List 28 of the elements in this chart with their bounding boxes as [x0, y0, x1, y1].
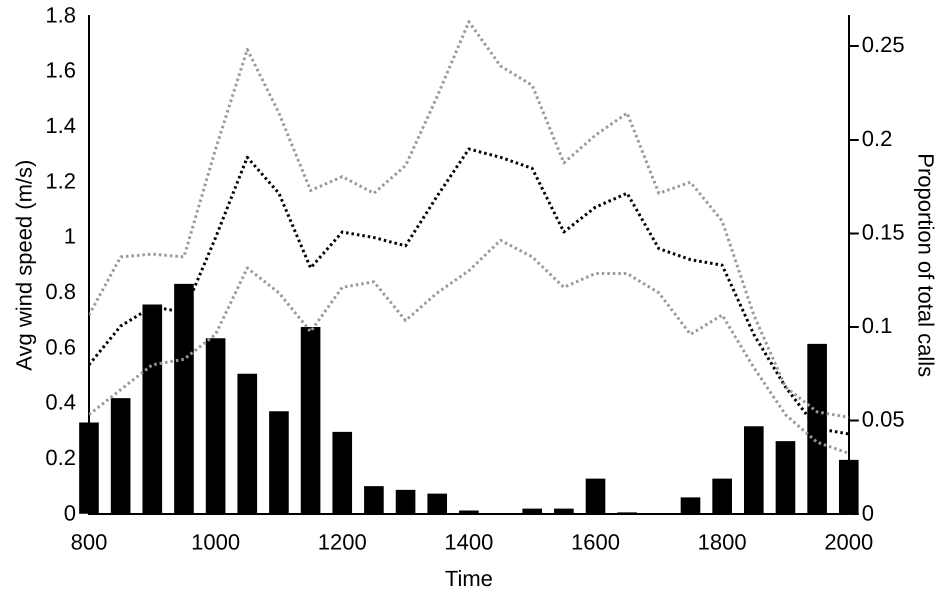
y-axis-title: Avg wind speed (m/s) [11, 160, 36, 371]
y-tick-label: 0.6 [45, 334, 76, 360]
y-tick-label: 0.2 [45, 444, 76, 470]
line-series [88, 20, 849, 419]
y2-axis-title: Proportion of total calls [914, 153, 939, 378]
y2-tick-label: 0.1 [862, 313, 892, 338]
y2-tick-label: 0.25 [862, 32, 905, 58]
y-tick-label: 1.4 [45, 112, 76, 138]
y-tick-label: 1 [64, 224, 76, 249]
y2-tick-label: 0.05 [862, 406, 905, 432]
y2-tick-label: 0 [862, 500, 874, 526]
y-tick-label: 1.2 [45, 168, 76, 194]
x-tick-label: 1200 [318, 529, 367, 554]
y-tick-label: 1.6 [45, 58, 76, 83]
line-series [88, 238, 849, 455]
y-tick-label: 0.8 [45, 278, 76, 304]
x-axis-title: Time [444, 566, 493, 591]
y-tick-label: 1.8 [45, 2, 76, 28]
x-tick-label: 1600 [571, 529, 620, 554]
x-tick-label: 1000 [191, 529, 240, 554]
x-tick-label: 1400 [444, 529, 494, 554]
x-tick-label: 1800 [698, 529, 747, 554]
x-tick-label: 2000 [824, 529, 874, 554]
y-tick-label: 0.4 [45, 390, 76, 415]
x-tick-label: 800 [70, 529, 108, 554]
y-tick-label: 0 [64, 500, 76, 526]
y2-tick-label: 0.2 [862, 126, 892, 151]
y2-tick-label: 0.15 [862, 219, 905, 244]
